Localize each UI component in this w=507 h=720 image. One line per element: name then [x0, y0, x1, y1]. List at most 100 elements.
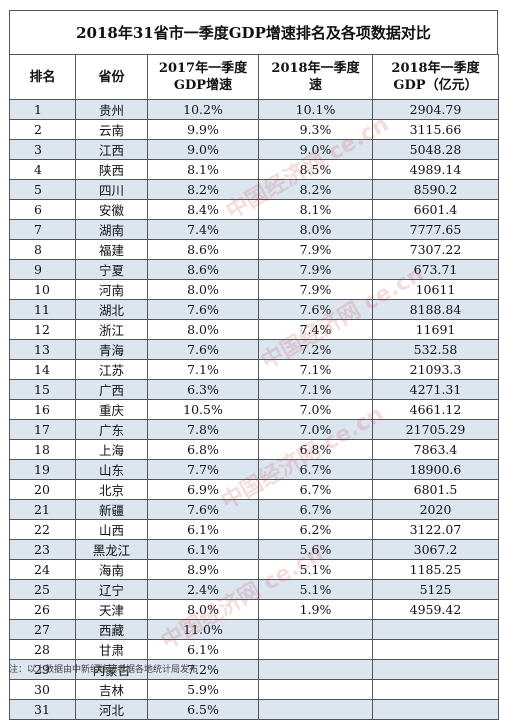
cell-growth-2018: 9.3% — [258, 119, 373, 140]
cell-growth-2017: 2.4% — [147, 579, 259, 600]
cell-growth-2018: 7.9% — [258, 279, 373, 300]
cell-growth-2018: 10.1% — [258, 99, 373, 120]
cell-gdp-2018: 6601.4 — [372, 199, 499, 220]
table-row: 14 江苏 7.1% 7.1% 21093.3 — [9, 359, 499, 380]
cell-province: 湖北 — [75, 299, 148, 320]
cell-growth-2017: 9.9% — [147, 119, 259, 140]
cell-province: 甘肃 — [75, 639, 148, 660]
table-row: 21 新疆 7.6% 6.7% 2020 — [9, 499, 499, 520]
cell-gdp-2018 — [372, 659, 499, 680]
cell-province: 青海 — [75, 339, 148, 360]
cell-gdp-2018 — [372, 679, 499, 700]
table-row: 31 河北 6.5% — [9, 699, 499, 720]
table-row: 6 安徽 8.4% 8.1% 6601.4 — [9, 199, 499, 220]
cell-rank: 9 — [9, 259, 76, 280]
cell-gdp-2018: 11691 — [372, 319, 499, 340]
cell-growth-2018: 8.5% — [258, 159, 373, 180]
table-row: 26 天津 8.0% 1.9% 4959.42 — [9, 599, 499, 620]
cell-growth-2018 — [258, 639, 373, 660]
cell-province: 山西 — [75, 519, 148, 540]
cell-gdp-2018: 5125 — [372, 579, 499, 600]
cell-province: 广西 — [75, 379, 148, 400]
cell-province: 辽宁 — [75, 579, 148, 600]
table-row: 13 青海 7.6% 7.2% 532.58 — [9, 339, 499, 360]
cell-growth-2018: 7.1% — [258, 379, 373, 400]
cell-growth-2018: 7.0% — [258, 419, 373, 440]
cell-growth-2017: 7.8% — [147, 419, 259, 440]
table-row: 15 广西 6.3% 7.1% 4271.31 — [9, 379, 499, 400]
cell-province: 湖南 — [75, 219, 148, 240]
cell-rank: 30 — [9, 679, 76, 700]
cell-growth-2018: 8.2% — [258, 179, 373, 200]
cell-growth-2018: 6.2% — [258, 519, 373, 540]
table-row: 16 重庆 10.5% 7.0% 4661.12 — [9, 399, 499, 420]
cell-growth-2018: 5.1% — [258, 579, 373, 600]
cell-province: 黑龙江 — [75, 539, 148, 560]
table-row: 4 陕西 8.1% 8.5% 4989.14 — [9, 159, 499, 180]
table-row: 7 湖南 7.4% 8.0% 7777.65 — [9, 219, 499, 240]
table-row: 23 黑龙江 6.1% 5.6% 3067.2 — [9, 539, 499, 560]
cell-gdp-2018 — [372, 639, 499, 660]
table-row: 30 吉林 5.9% — [9, 679, 499, 700]
cell-gdp-2018: 10611 — [372, 279, 499, 300]
cell-rank: 3 — [9, 139, 76, 160]
cell-growth-2018: 7.9% — [258, 259, 373, 280]
cell-rank: 27 — [9, 619, 76, 640]
cell-rank: 31 — [9, 699, 76, 720]
header-gdp-2018-line2: GDP（亿元） — [393, 78, 478, 93]
table-row: 27 西藏 11.0% — [9, 619, 499, 640]
cell-province: 天津 — [75, 599, 148, 620]
cell-growth-2017: 8.9% — [147, 559, 259, 580]
table-row: 11 湖北 7.6% 7.6% 8188.84 — [9, 299, 499, 320]
table-row: 18 上海 6.8% 6.8% 7863.4 — [9, 439, 499, 460]
cell-growth-2018: 7.1% — [258, 359, 373, 380]
cell-growth-2017: 8.6% — [147, 259, 259, 280]
cell-growth-2018: 5.1% — [258, 559, 373, 580]
table-row: 10 河南 8.0% 7.9% 10611 — [9, 279, 499, 300]
cell-rank: 19 — [9, 459, 76, 480]
gdp-ranking-sheet: 2018年31省市一季度GDP增速排名及各项数据对比 排名 省份 2017年一季… — [9, 10, 499, 720]
cell-province: 河北 — [75, 699, 148, 720]
cell-growth-2018 — [258, 679, 373, 700]
cell-rank: 16 — [9, 399, 76, 420]
table-row: 2 云南 9.9% 9.3% 3115.66 — [9, 119, 499, 140]
cell-growth-2018: 7.6% — [258, 299, 373, 320]
cell-gdp-2018: 673.71 — [372, 259, 499, 280]
cell-growth-2018: 6.7% — [258, 459, 373, 480]
cell-growth-2017: 7.6% — [147, 339, 259, 360]
cell-gdp-2018: 3115.66 — [372, 119, 499, 140]
table-row: 22 山西 6.1% 6.2% 3122.07 — [9, 519, 499, 540]
cell-growth-2018: 7.9% — [258, 239, 373, 260]
cell-province: 云南 — [75, 119, 148, 140]
cell-gdp-2018: 2904.79 — [372, 99, 499, 120]
cell-growth-2017: 8.0% — [147, 279, 259, 300]
cell-rank: 23 — [9, 539, 76, 560]
cell-gdp-2018: 18900.6 — [372, 459, 499, 480]
cell-province: 福建 — [75, 239, 148, 260]
cell-province: 浙江 — [75, 319, 148, 340]
cell-growth-2017: 6.1% — [147, 519, 259, 540]
cell-province: 广东 — [75, 419, 148, 440]
cell-province: 四川 — [75, 179, 148, 200]
cell-gdp-2018: 3122.07 — [372, 519, 499, 540]
cell-province: 贵州 — [75, 99, 148, 120]
cell-growth-2017: 7.6% — [147, 499, 259, 520]
cell-province: 西藏 — [75, 619, 148, 640]
cell-rank: 26 — [9, 599, 76, 620]
cell-gdp-2018: 4989.14 — [372, 159, 499, 180]
cell-gdp-2018: 4959.42 — [372, 599, 499, 620]
gdp-table: 排名 省份 2017年一季度 GDP增速 2018年一季度速 2018年一季度 GD… — [9, 54, 499, 720]
cell-growth-2018: 9.0% — [258, 139, 373, 160]
cell-rank: 10 — [9, 279, 76, 300]
cell-rank: 25 — [9, 579, 76, 600]
cell-growth-2017: 9.0% — [147, 139, 259, 160]
cell-growth-2017: 8.2% — [147, 179, 259, 200]
cell-growth-2017: 6.3% — [147, 379, 259, 400]
cell-gdp-2018: 5048.28 — [372, 139, 499, 160]
cell-rank: 5 — [9, 179, 76, 200]
cell-growth-2017: 6.1% — [147, 539, 259, 560]
cell-growth-2017: 8.0% — [147, 319, 259, 340]
cell-rank: 4 — [9, 159, 76, 180]
header-growth-2018-line2: 速 — [308, 78, 322, 93]
table-body: 1 贵州 10.2% 10.1% 2904.79 2 云南 9.9% 9.3% 3115.66 3 江… — [9, 99, 499, 720]
